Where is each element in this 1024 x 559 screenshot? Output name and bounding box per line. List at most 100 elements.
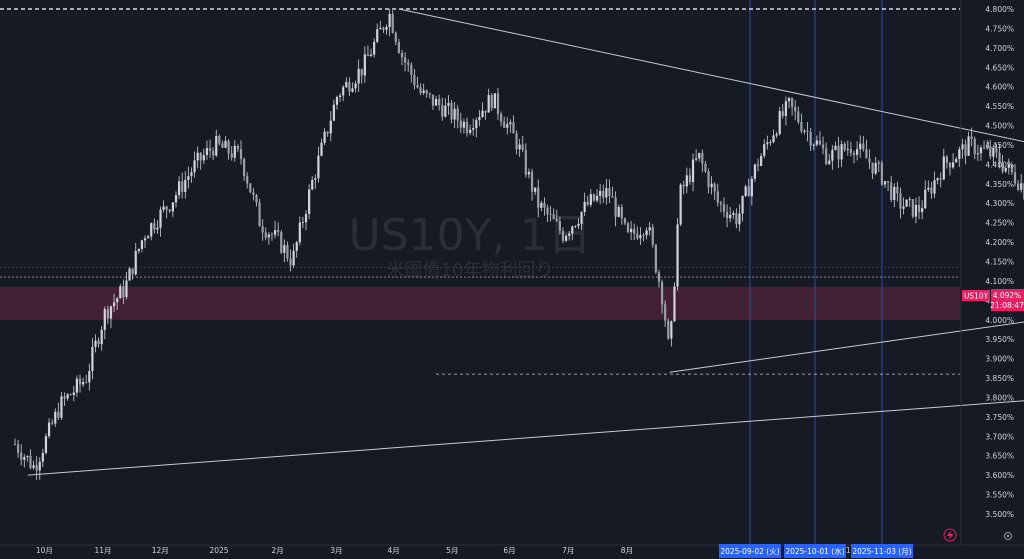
candle-body [425, 90, 428, 94]
candle-body [778, 111, 781, 134]
candle-body [766, 142, 769, 145]
candle-body [568, 233, 571, 236]
candle-body [825, 148, 828, 164]
candle-body [695, 158, 698, 160]
candle-body [654, 244, 657, 273]
candle-body [797, 111, 800, 123]
candle-body [208, 148, 212, 151]
candle-body [354, 83, 357, 89]
candle-body [989, 147, 992, 157]
price-value: 4.092% [993, 291, 1022, 300]
candle-body [323, 131, 326, 143]
price-value-badge [991, 289, 1024, 311]
candle-body [620, 207, 623, 219]
candle-body [865, 149, 868, 159]
candle-body [645, 230, 648, 236]
candle-body [707, 171, 710, 188]
candle-body [100, 329, 103, 345]
candle-body [320, 142, 323, 156]
candle-body [311, 179, 314, 190]
candle-body [363, 54, 366, 76]
y-tick-label: 4.450% [985, 141, 1014, 150]
candle-body [939, 178, 942, 180]
candle-body [140, 240, 144, 249]
candle-body [543, 202, 546, 208]
candle-body [639, 235, 642, 239]
candle-body [871, 162, 874, 174]
candle-body [976, 153, 979, 155]
date-badges: 2025-09-02 (火) 2025-10-01 (水) 2025-11-03 (… [719, 544, 913, 558]
candle-body [769, 142, 772, 143]
candle-body [134, 251, 137, 275]
candle-body [744, 186, 747, 196]
candle-body [66, 394, 69, 399]
candle-body [335, 96, 339, 105]
candle-body [422, 90, 425, 93]
candle-body [373, 41, 376, 55]
candle-body [617, 207, 620, 217]
candle-body [125, 280, 128, 297]
candle-body [608, 187, 611, 197]
trendlines[interactable] [27, 8, 1024, 476]
candle-body [403, 57, 407, 63]
candle-body [577, 223, 580, 226]
candle-body [524, 149, 527, 175]
candle-body [444, 105, 447, 117]
candle-body [908, 199, 911, 201]
candle-body [521, 144, 524, 150]
candle-body [896, 186, 899, 194]
candle-body [376, 29, 379, 42]
candle-body [605, 187, 608, 198]
watermark-symbol: US10Y, 1日 [349, 210, 592, 261]
candle-body [626, 223, 630, 233]
candle-body [450, 102, 453, 120]
candle-body [493, 93, 496, 109]
y-tick-label: 3.750% [985, 413, 1014, 422]
candle-body [725, 212, 729, 219]
candle-body [809, 131, 812, 146]
candle-body [821, 144, 825, 149]
candle-body [772, 135, 775, 143]
y-tick-label: 4.350% [985, 180, 1014, 189]
candle-body [227, 140, 230, 154]
candle-body [499, 113, 503, 122]
candle-body [69, 394, 72, 396]
candle-body [286, 245, 289, 259]
candle-body [459, 120, 462, 128]
candle-body [277, 230, 280, 233]
candle-body [660, 281, 664, 305]
candle-body [732, 213, 735, 215]
candle-body [131, 268, 134, 275]
candle-body [933, 180, 936, 194]
y-tick-label: 4.600% [985, 83, 1014, 92]
candle-body [465, 121, 469, 133]
y-axis[interactable]: 4.800% 4.750% 4.700% 4.650% 4.600% 4.550% 4.50… [960, 0, 1014, 545]
candle-body [171, 202, 174, 212]
y-tick-label: 4.300% [985, 199, 1014, 208]
candle-body [221, 143, 224, 148]
candle-body [992, 147, 995, 157]
candle-body [546, 207, 549, 215]
candle-body [236, 146, 240, 149]
candle-body [326, 131, 329, 134]
candle-body [790, 98, 794, 108]
candle-body [670, 321, 673, 339]
y-tick-label: 4.100% [985, 277, 1014, 286]
candle-body [503, 121, 506, 128]
settings-icon[interactable] [1004, 532, 1012, 540]
candle-body [540, 202, 543, 208]
candle-body [239, 148, 243, 160]
candle-body [255, 195, 258, 203]
candle-body [530, 171, 534, 192]
lightning-icon[interactable] [943, 528, 957, 542]
candle-body [1020, 183, 1023, 190]
candle-body [224, 140, 227, 148]
y-tick-label: 3.800% [985, 393, 1014, 402]
candle-body [623, 218, 627, 224]
y-tick-label: 4.250% [985, 219, 1014, 228]
candle-body [332, 104, 335, 121]
candle-body [877, 162, 880, 164]
candle-body [800, 122, 803, 132]
